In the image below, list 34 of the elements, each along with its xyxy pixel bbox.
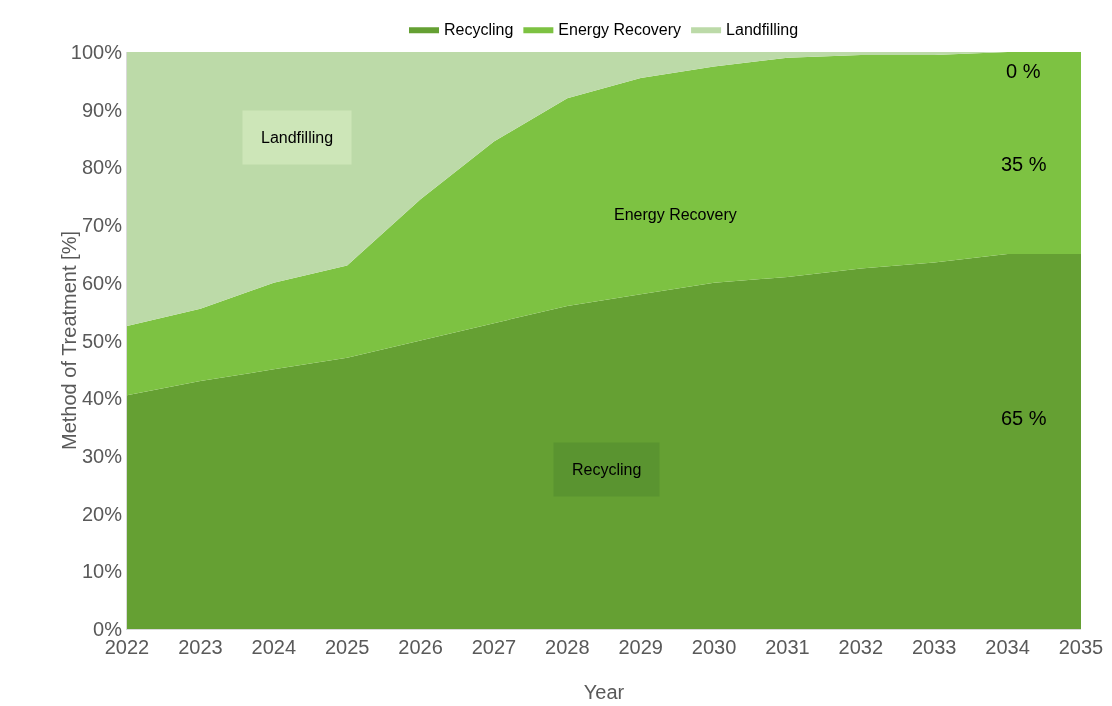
x-tick-label: 2025	[324, 636, 370, 658]
y-tick-label: 10%	[81, 560, 123, 583]
x-tick-label: 2028	[545, 636, 590, 658]
x-tick-label: 2033	[911, 636, 957, 658]
x-tick-label: 2032	[838, 636, 884, 658]
x-tick-label: 2026	[398, 636, 443, 658]
legend-label: Energy Recovery	[558, 21, 682, 39]
y-tick-label: 50%	[81, 329, 123, 352]
annotation: 35 %	[1001, 153, 1047, 175]
y-tick-label: 90%	[81, 98, 123, 121]
annotation: 65 %	[1001, 407, 1047, 429]
y-tick-label: 80%	[81, 156, 123, 179]
x-tick-label: 2034	[985, 636, 1030, 658]
x-tick-label: 2035	[1058, 636, 1104, 658]
x-tick-label: 2027	[471, 636, 517, 658]
x-tick-label: 2024	[251, 636, 297, 658]
legend-label: Landfilling	[726, 21, 799, 39]
y-tick-label: 100%	[70, 41, 123, 63]
legend-label: Recycling	[444, 21, 514, 39]
y-tick-label: 40%	[81, 387, 123, 410]
y-tick-label: 70%	[81, 214, 123, 237]
y-tick-label: 60%	[81, 271, 123, 294]
annotation: Recycling	[572, 461, 642, 478]
y-axis-title: Method of Treatment [%]	[57, 231, 80, 450]
annotation: Energy Recovery	[614, 206, 737, 223]
annotation: 0 %	[1006, 60, 1041, 82]
x-tick-label: 2030	[691, 636, 737, 658]
y-tick-label: 20%	[81, 502, 123, 525]
y-tick-label: 30%	[81, 444, 123, 467]
x-axis-title: Year	[583, 681, 625, 703]
x-tick-label: 2023	[178, 636, 223, 658]
x-tick-label: 2031	[765, 636, 810, 658]
x-tick-label: 2029	[618, 636, 663, 658]
annotation: Landfilling	[261, 129, 334, 146]
